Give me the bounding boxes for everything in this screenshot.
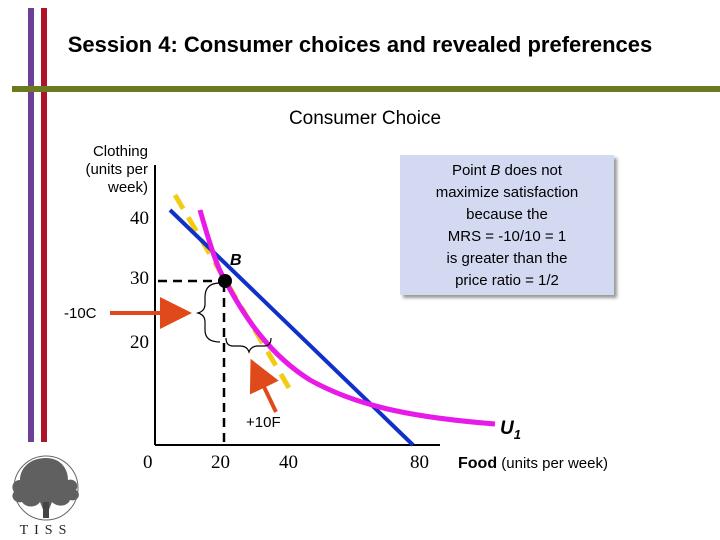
budget-line (168, 208, 415, 447)
note-line-6: price ratio = 1/2 (455, 272, 559, 289)
x-axis-label: Food (units per week) (458, 455, 608, 473)
x-tick-0: 0 (143, 452, 153, 473)
food-change-arrow (249, 358, 279, 413)
indifference-curve (197, 209, 496, 427)
chart-title: Consumer Choice (288, 108, 442, 129)
note-line-1-a: Point (451, 162, 491, 179)
indifference-curve-label-sub: 1 (513, 426, 521, 442)
x-tick-20: 20 (211, 452, 230, 473)
note-line-2: maximize satisfaction (435, 184, 579, 201)
x-tick-40: 40 (279, 452, 298, 473)
food-change-brace (225, 337, 272, 354)
delta-clothing-label: -10C (64, 305, 97, 322)
tiss-logo: TISS (12, 455, 79, 538)
note-line-4: MRS = -10/10 = 1 (447, 228, 567, 245)
indifference-curve-label: U1 (500, 418, 521, 442)
x-axis-label-rest: (units per week) (497, 455, 608, 472)
note-line-5: is greater than the (446, 250, 568, 267)
indifference-curve-label-main: U (500, 418, 514, 439)
point-b-label: B (230, 252, 242, 269)
y-tick-30: 30 (130, 268, 149, 289)
clothing-change-brace (195, 282, 221, 343)
note-line-1-italic: B (490, 162, 501, 179)
logo-text: TISS (20, 523, 73, 538)
delta-food-label: +10F (246, 414, 281, 431)
note-line-1-b: does not (500, 162, 563, 179)
y-tick-40: 40 (130, 208, 149, 229)
decorative-bar-red (41, 8, 47, 442)
title-underline (12, 86, 720, 92)
y-axis-label: Clothing (units per week) (85, 143, 148, 196)
slide-title: Session 4: Consumer choices and revealed… (67, 32, 653, 57)
x-axis-label-bold: Food (458, 455, 498, 472)
note-line-3: because the (466, 206, 548, 223)
y-tick-20: 20 (130, 332, 149, 353)
decorative-bar-purple (28, 8, 34, 442)
point-b (218, 274, 232, 288)
explanation-box: Point B does not maximize satisfaction b… (400, 155, 614, 295)
x-tick-80: 80 (410, 452, 429, 473)
note-line-1: Point B does not (406, 160, 608, 182)
